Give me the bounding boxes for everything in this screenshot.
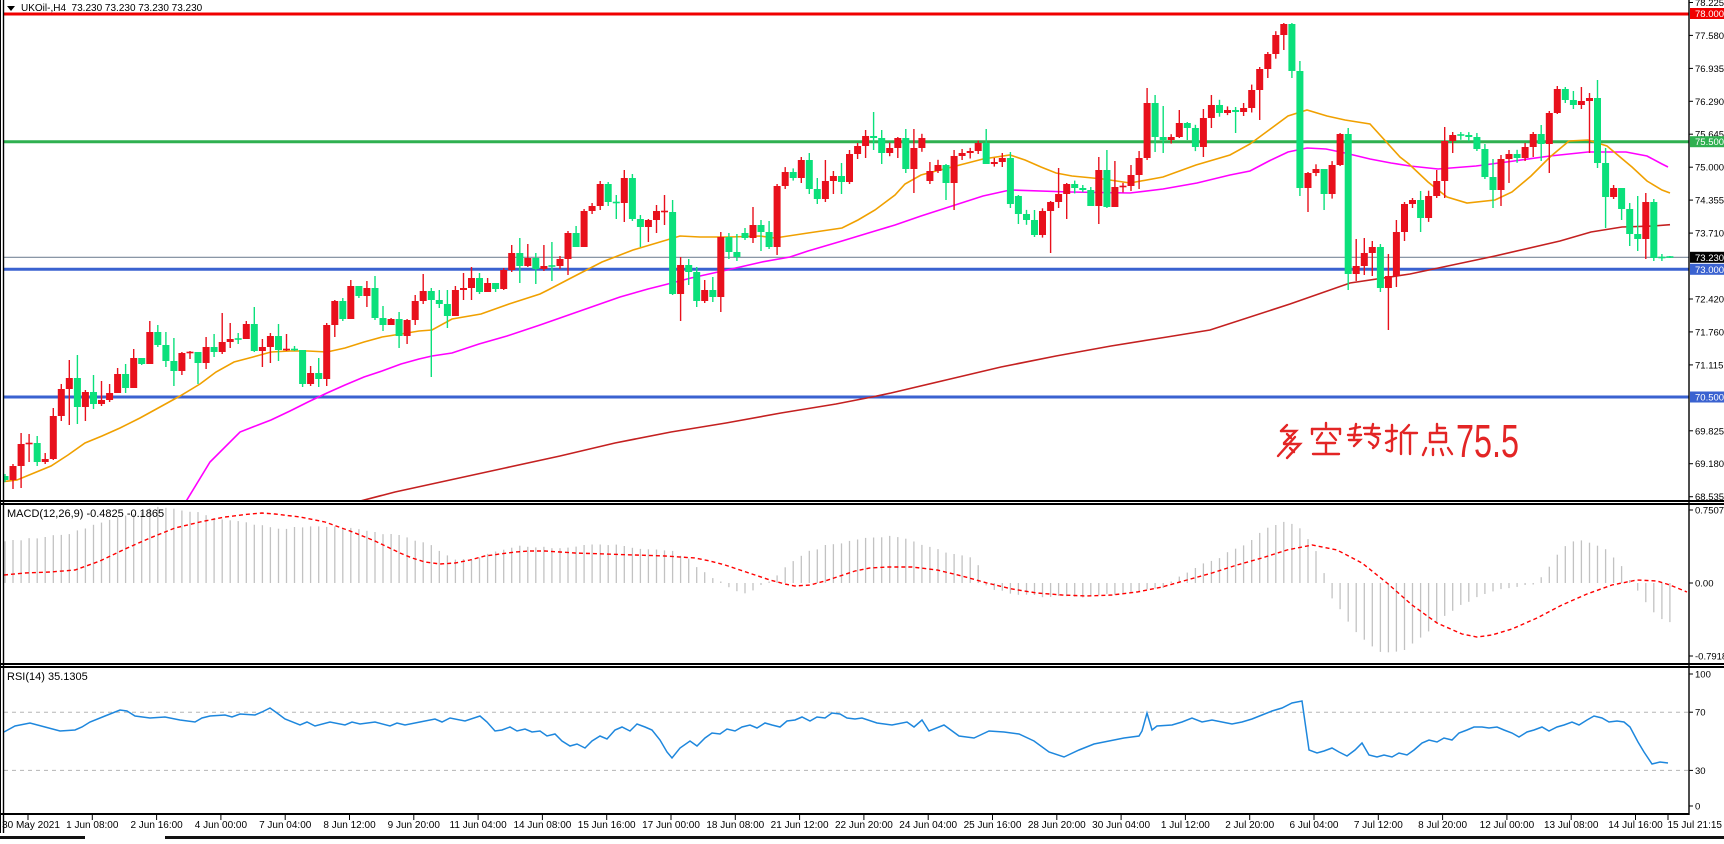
svg-text:14 Jun 08:00: 14 Jun 08:00 [513, 820, 571, 831]
svg-text:0.7507: 0.7507 [1695, 506, 1724, 517]
svg-text:1 Jun 08:00: 1 Jun 08:00 [66, 820, 119, 831]
svg-text:24 Jun 04:00: 24 Jun 04:00 [899, 820, 957, 831]
svg-text:9 Jun 20:00: 9 Jun 20:00 [388, 820, 441, 831]
svg-text:30 Jun 04:00: 30 Jun 04:00 [1092, 820, 1150, 831]
svg-text:71.115: 71.115 [1695, 360, 1723, 371]
svg-text:77.580: 77.580 [1695, 31, 1724, 42]
svg-text:74.355: 74.355 [1695, 196, 1724, 207]
svg-text:17 Jun 00:00: 17 Jun 00:00 [642, 820, 700, 831]
svg-text:75.000: 75.000 [1695, 163, 1724, 174]
svg-text:18 Jun 08:00: 18 Jun 08:00 [706, 820, 764, 831]
svg-text:6 Jul 04:00: 6 Jul 04:00 [1290, 820, 1339, 831]
svg-text:RSI(14) 35.1305: RSI(14) 35.1305 [7, 671, 88, 683]
svg-text:UKOil-,H4 73.230 73.230 73.23: UKOil-,H4 73.230 73.230 73.230 73.230 [21, 3, 203, 14]
svg-text:14 Jul 16:00: 14 Jul 16:00 [1608, 820, 1663, 831]
svg-text:75.500: 75.500 [1695, 137, 1724, 148]
svg-text:69.180: 69.180 [1695, 459, 1724, 470]
svg-text:8 Jun 12:00: 8 Jun 12:00 [323, 820, 376, 831]
svg-text:12 Jul 00:00: 12 Jul 00:00 [1480, 820, 1535, 831]
svg-text:13 Jul 08:00: 13 Jul 08:00 [1544, 820, 1599, 831]
svg-text:4 Jun 00:00: 4 Jun 00:00 [195, 820, 248, 831]
svg-text:75.5: 75.5 [1456, 415, 1519, 467]
svg-text:70.500: 70.500 [1695, 393, 1724, 404]
svg-text:21 Jun 12:00: 21 Jun 12:00 [771, 820, 829, 831]
svg-text:0.00: 0.00 [1695, 579, 1714, 590]
svg-text:73.230: 73.230 [1695, 253, 1724, 264]
svg-text:-0.7918: -0.7918 [1695, 652, 1724, 663]
svg-text:75.645: 75.645 [1695, 130, 1724, 141]
svg-text:68.535: 68.535 [1695, 492, 1724, 503]
svg-text:73.000: 73.000 [1695, 265, 1724, 276]
svg-text:100: 100 [1695, 670, 1711, 681]
svg-text:73.710: 73.710 [1695, 229, 1724, 240]
svg-text:69.825: 69.825 [1695, 426, 1724, 437]
svg-text:70: 70 [1695, 708, 1706, 719]
svg-text:2 Jun 16:00: 2 Jun 16:00 [130, 820, 183, 831]
svg-text:MACD(12,26,9) -0.4825 -0.1865: MACD(12,26,9) -0.4825 -0.1865 [7, 508, 164, 520]
svg-text:7 Jun 04:00: 7 Jun 04:00 [259, 820, 312, 831]
svg-text:15 Jun 16:00: 15 Jun 16:00 [578, 820, 636, 831]
svg-text:71.760: 71.760 [1695, 327, 1724, 338]
svg-text:28 Jun 20:00: 28 Jun 20:00 [1028, 820, 1086, 831]
svg-text:2 Jul 20:00: 2 Jul 20:00 [1225, 820, 1274, 831]
svg-text:25 Jun 16:00: 25 Jun 16:00 [964, 820, 1022, 831]
svg-text:0: 0 [1695, 802, 1700, 813]
svg-text:72.420: 72.420 [1695, 295, 1724, 306]
svg-text:76.935: 76.935 [1695, 64, 1724, 75]
svg-text:7 Jul 12:00: 7 Jul 12:00 [1354, 820, 1403, 831]
svg-text:76.290: 76.290 [1695, 97, 1724, 108]
svg-text:30: 30 [1695, 766, 1706, 777]
svg-text:78.000: 78.000 [1695, 9, 1724, 20]
svg-text:78.225: 78.225 [1695, 0, 1724, 9]
svg-text:8 Jul 20:00: 8 Jul 20:00 [1418, 820, 1467, 831]
svg-text:22 Jun 20:00: 22 Jun 20:00 [835, 820, 893, 831]
svg-text:15 Jul 21:15: 15 Jul 21:15 [1668, 820, 1723, 831]
svg-text:1 Jul 12:00: 1 Jul 12:00 [1161, 820, 1210, 831]
svg-text:11 Jun 04:00: 11 Jun 04:00 [450, 820, 508, 831]
svg-text:30 May 2021: 30 May 2021 [2, 820, 60, 831]
